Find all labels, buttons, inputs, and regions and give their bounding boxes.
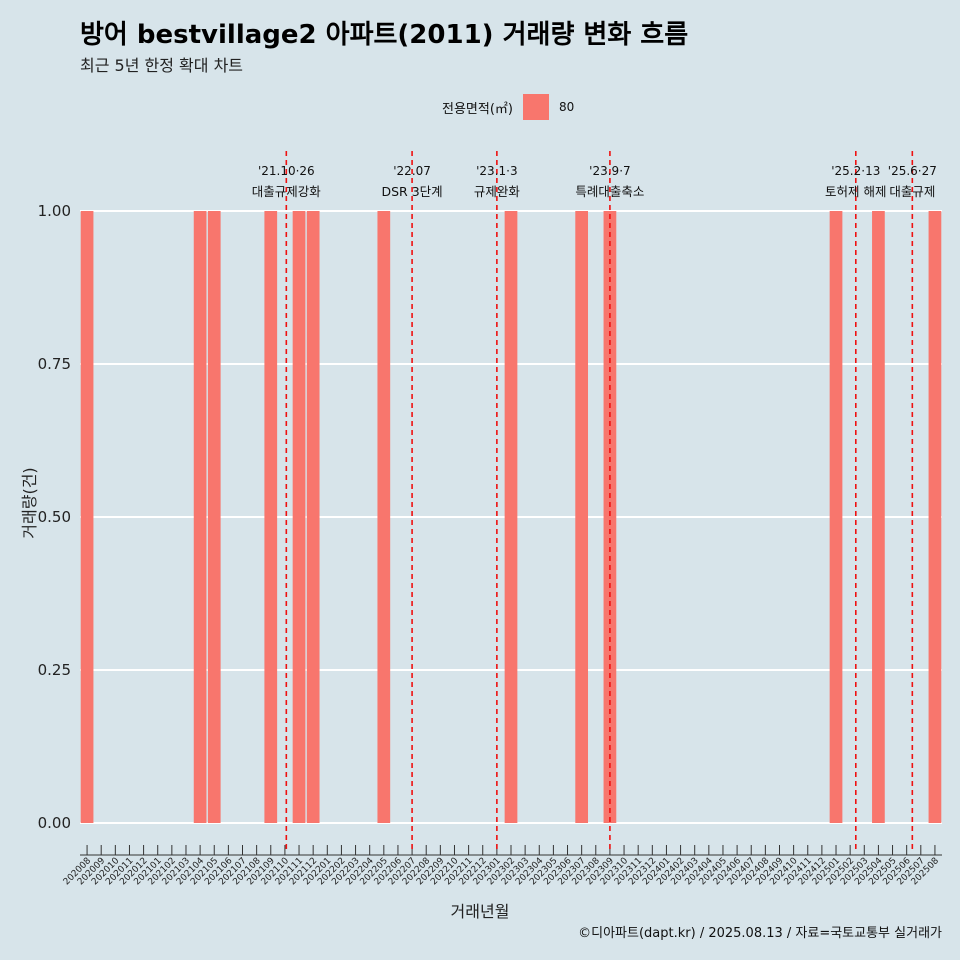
bar <box>264 211 278 823</box>
bar <box>603 211 617 823</box>
legend-title: 전용면적(㎡) <box>442 101 513 117</box>
bar <box>575 211 589 823</box>
bar <box>872 211 885 823</box>
bar <box>829 211 843 823</box>
event-label: 토허제 해제 <box>825 184 886 199</box>
bar <box>207 211 221 823</box>
event-label: 대출규제강화 <box>252 184 322 199</box>
bar <box>193 211 207 823</box>
event-date: '22.07 <box>393 164 431 178</box>
bar <box>306 211 320 823</box>
y-tick-label: 0.25 <box>38 661 71 679</box>
legend-swatch <box>522 94 549 120</box>
bar <box>292 211 306 823</box>
event-date: '23.9·7 <box>589 164 630 178</box>
bar <box>377 211 391 823</box>
bar <box>928 211 942 823</box>
legend: 전용면적(㎡) 80 <box>442 94 574 120</box>
bar <box>80 211 94 823</box>
bar <box>504 211 518 823</box>
y-tick-label: 0.75 <box>38 355 71 373</box>
event-date: '25.6·27 <box>888 164 937 178</box>
chart-subtitle: 최근 5년 한정 확대 차트 <box>80 56 244 75</box>
event-date: '23.1·3 <box>476 164 517 178</box>
event-label: DSR 3단계 <box>381 184 442 199</box>
legend-label: 80 <box>558 100 575 114</box>
y-tick-label: 0.50 <box>38 508 71 526</box>
y-tick-label: 0.00 <box>38 814 71 832</box>
event-label: 특례대출축소 <box>575 184 644 199</box>
y-tick-label: 1.00 <box>38 202 71 220</box>
source-caption: ©디아파트(dapt.kr) / 2025.08.13 / 자료=국토교통부 실… <box>578 926 942 941</box>
y-axis-title: 거래량(건) <box>20 467 39 539</box>
chart-title: 방어 bestvillage2 아파트(2011) 거래량 변화 흐름 <box>80 20 689 50</box>
event-date: '21.10·26 <box>258 164 315 178</box>
x-axis-title: 거래년월 <box>450 902 510 921</box>
event-date: '25.2·13 <box>831 164 880 178</box>
event-label: 규제완화 <box>474 184 521 199</box>
event-label: 대출규제 <box>889 184 935 199</box>
